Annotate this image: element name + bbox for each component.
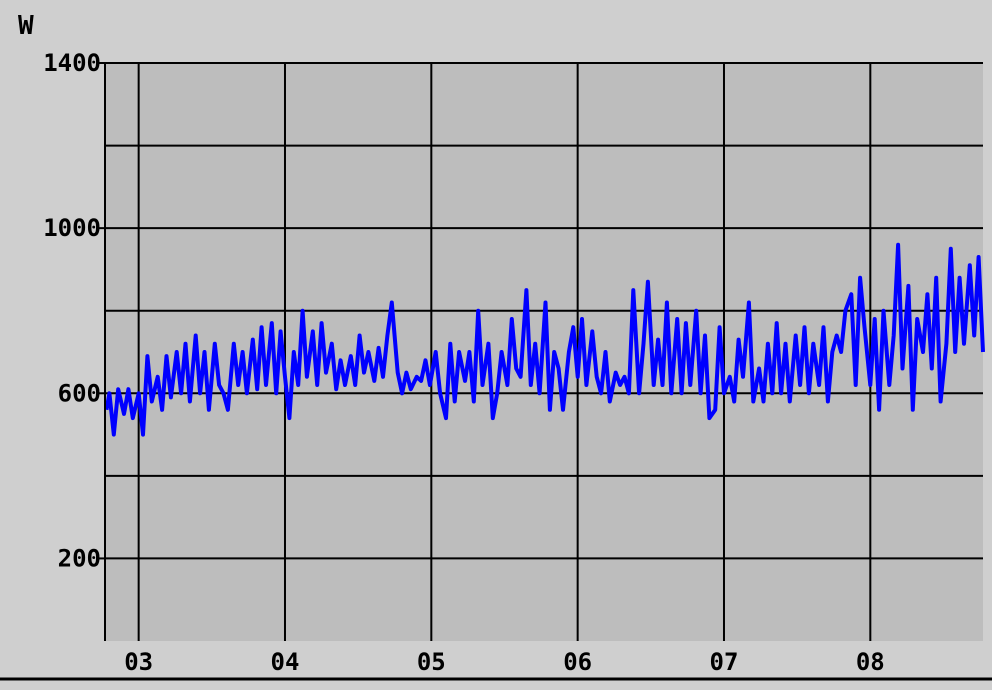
y-tick-label: 1400: [43, 49, 101, 77]
y-tick-labels: 200 600 1000 1400: [43, 49, 101, 572]
x-tick-label: 08: [856, 648, 885, 676]
series-line: [104, 242, 985, 437]
x-tick-label: 06: [563, 648, 592, 676]
y-tick-label: 1000: [43, 214, 101, 242]
series-layer: [104, 242, 985, 437]
y-tick-label: 600: [58, 379, 101, 407]
x-tick-labels: 03 04 05 06 07 08: [124, 648, 885, 676]
x-tick-label: 03: [124, 648, 153, 676]
x-tick-label: 04: [271, 648, 300, 676]
y-axis-unit-label: W: [18, 11, 34, 41]
x-tick-label: 07: [710, 648, 739, 676]
x-tick-label: 05: [417, 648, 446, 676]
y-tick-label: 200: [58, 544, 101, 572]
axes: [0, 62, 992, 681]
